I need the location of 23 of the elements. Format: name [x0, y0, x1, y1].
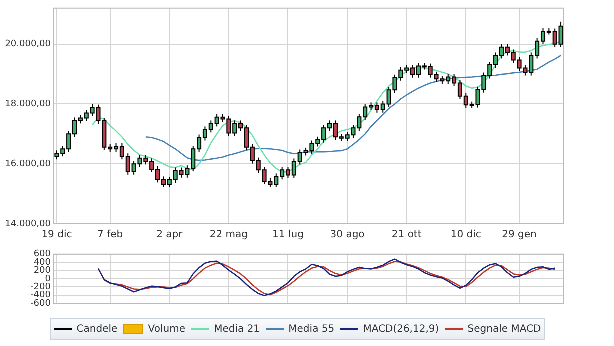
y-tick-label: 20.000,00: [5, 40, 52, 50]
x-tick-label: 2 apr: [156, 230, 184, 241]
x-tick-label: 7 feb: [98, 230, 124, 241]
legend-label: Segnale MACD: [468, 324, 542, 334]
text: Candele: [76, 324, 118, 334]
y-tick-label: 0: [45, 274, 52, 284]
y-tick-label: 18.000,00: [5, 100, 52, 110]
legend-label: Media 21: [214, 324, 260, 334]
x-tick-label: 11 lug: [272, 230, 304, 241]
x-tick-label: 21 ott: [392, 230, 422, 241]
legend-label: Volume: [148, 324, 186, 334]
x-tick-label: 19 dic: [42, 230, 72, 241]
y-tick-label: 14.000,00: [5, 219, 52, 230]
x-tick-label: 10 dic: [450, 230, 482, 241]
legend-label: MACD(26,12,9): [363, 324, 440, 334]
x-tick-label: 29 gen: [502, 230, 537, 241]
y-tick-label: -600: [30, 298, 52, 309]
x-tick-label: 30 ago: [330, 230, 365, 241]
y-tick-label: 600: [34, 250, 52, 260]
y-tick-label: 16.000,00: [5, 159, 52, 170]
x-tick-label: 22 mag: [210, 230, 248, 241]
legend-label: Media 55: [288, 324, 335, 334]
y-tick-label: 200: [34, 266, 52, 276]
